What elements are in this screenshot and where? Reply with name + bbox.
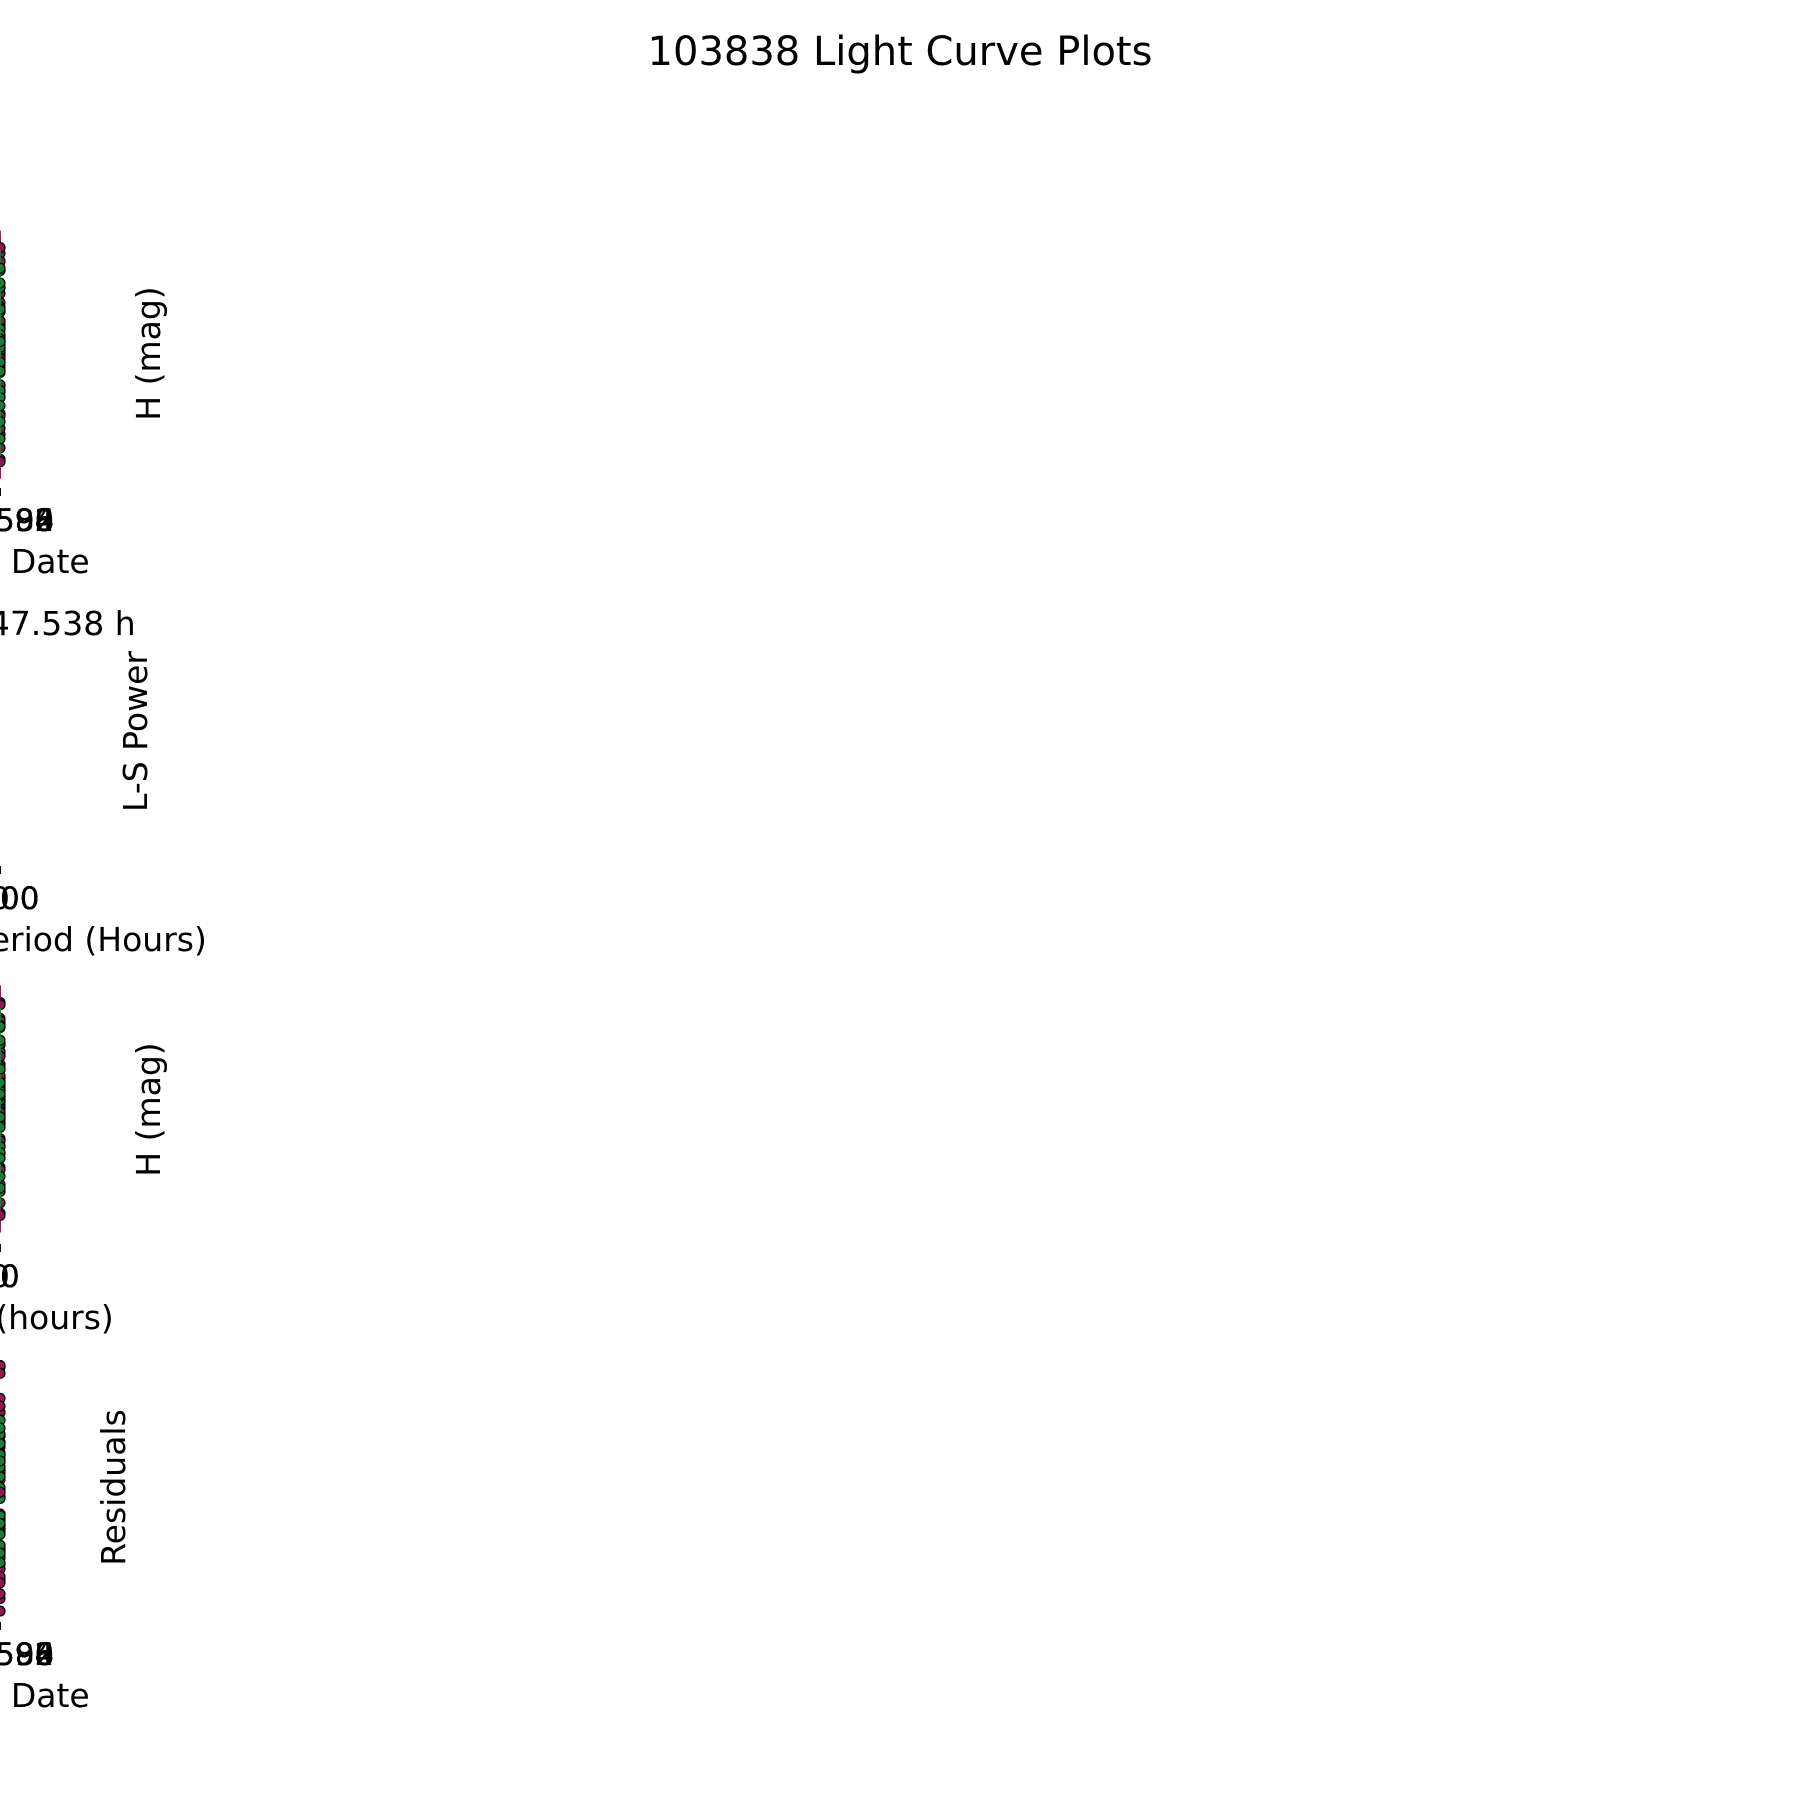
data-point-band-1	[0, 1577, 6, 1589]
data-point-band-1	[0, 1605, 6, 1617]
x-axis-label: Phase (hours)	[0, 1298, 114, 1337]
periodogram-axes: Period: 47.538 h0100020003000400050000.0…	[0, 604, 207, 959]
phased-lightcurve-axes: 0102030401415Phase (hours)H (mag)	[0, 985, 168, 1337]
data-point-band-2	[0, 391, 6, 404]
data-point-band-1	[0, 1400, 6, 1412]
data-point-band-2	[0, 1547, 6, 1559]
data-point-band-2	[0, 416, 6, 428]
data-point-band-2	[0, 277, 6, 289]
y-axis-label: H (mag)	[129, 1042, 168, 1176]
lightcurve-axes: 2.45882.45902.45922.45942.45961415Julian…	[0, 230, 168, 581]
x-tick-label: 3000	[0, 881, 39, 917]
y-axis-label: Residuals	[94, 1409, 133, 1566]
data-point-band-1	[0, 442, 6, 454]
data-point-band-2	[0, 433, 6, 445]
x-tick-label: 10	[0, 1259, 20, 1295]
y-axis-label: H (mag)	[129, 286, 168, 420]
data-point-band-2	[0, 1121, 6, 1133]
data-point-band-1	[0, 1050, 6, 1062]
x-axis-label: Julian Date	[0, 1676, 90, 1715]
data-point-band-2	[0, 1182, 6, 1194]
period-annotation: Period: 47.538 h	[0, 604, 136, 643]
data-point-band-1	[0, 242, 6, 254]
data-point-band-2	[0, 1556, 6, 1569]
x-axis-label: Rotational Period (Hours)	[0, 920, 207, 959]
x-axis-label: Julian Date	[0, 542, 90, 581]
x-tick-label: 2.4590	[0, 1637, 54, 1673]
x-tick-label: 2.4594	[0, 1637, 54, 1673]
x-tick-label: 30	[0, 1259, 20, 1295]
data-point-band-2	[0, 365, 6, 377]
data-point-band-2	[0, 1455, 6, 1467]
data-point-band-2	[0, 1517, 6, 1530]
data-point-band-1	[0, 1588, 6, 1600]
x-tick-label: 2.4588	[0, 1637, 54, 1673]
x-tick-label: 2000	[0, 881, 39, 917]
data-point-band-2	[0, 1063, 6, 1075]
x-tick-label: 20	[0, 1259, 20, 1295]
data-point-band-2	[0, 1077, 6, 1089]
x-tick-label: 4000	[0, 881, 39, 917]
x-tick-label: 2.4588	[0, 503, 54, 539]
data-point-band-2	[0, 1438, 6, 1450]
data-point-band-1	[0, 999, 6, 1011]
x-tick-label: 2.4594	[0, 503, 54, 539]
data-point-band-1	[0, 1209, 6, 1221]
data-point-band-2	[0, 1152, 6, 1164]
x-tick-label: 1000	[0, 881, 39, 917]
data-point-band-2	[0, 399, 6, 412]
x-tick-label: 0	[0, 881, 10, 917]
figure-title: 103838 Light Curve Plots	[648, 29, 1153, 75]
x-tick-label: 2.4592	[0, 1637, 54, 1673]
data-point-band-2	[0, 303, 6, 316]
x-tick-label: 2.4592	[0, 503, 54, 539]
y-axis-label: L-S Power	[116, 651, 155, 812]
data-point-band-2	[0, 1020, 6, 1033]
data-point-band-1	[0, 315, 6, 327]
x-tick-label: 40	[0, 1259, 20, 1295]
x-tick-label: 5000	[0, 881, 39, 917]
data-point-band-2	[0, 335, 6, 348]
data-point-band-1	[0, 1367, 6, 1379]
data-point-band-1-edge	[0, 1486, 6, 1498]
data-point-band-2	[0, 1528, 6, 1541]
data-point-band-2	[0, 1422, 6, 1434]
data-point-band-2	[0, 262, 6, 274]
data-point-band-2	[0, 1088, 6, 1100]
data-point-band-2	[0, 1470, 6, 1483]
x-tick-label: 0	[0, 1259, 10, 1295]
x-tick-label: 2.4590	[0, 503, 54, 539]
data-point-band-2	[0, 1111, 6, 1123]
data-point-band-2	[0, 356, 6, 368]
data-point-band-2	[0, 1170, 6, 1183]
data-point-band-1	[0, 456, 6, 468]
residuals-axes: 2.45882.45902.45922.45942.4596−0.50.00.5…	[0, 1359, 133, 1715]
data-point-band-2	[0, 1034, 6, 1046]
data-point-band-1	[0, 1197, 6, 1209]
